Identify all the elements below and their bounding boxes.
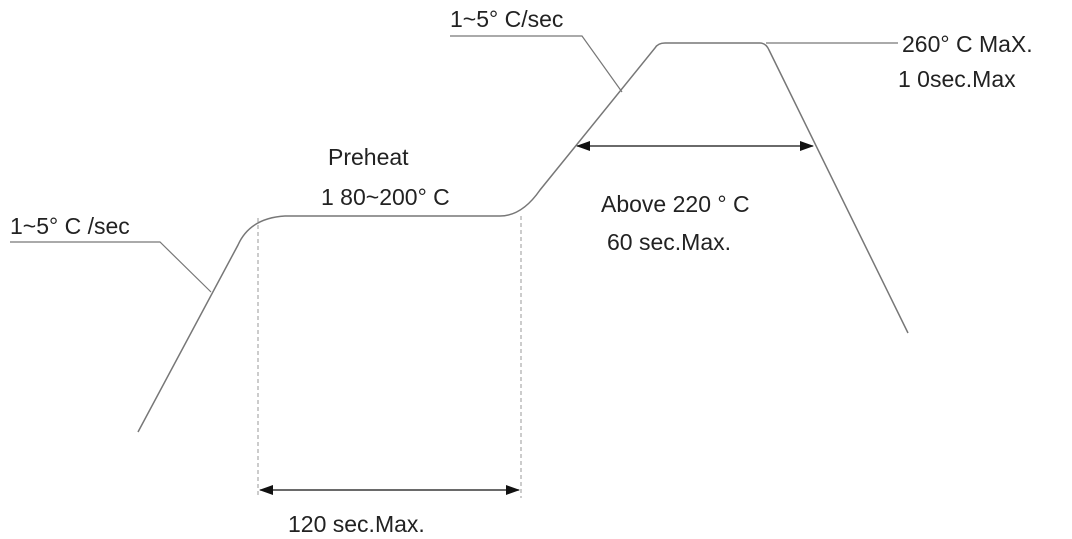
peak-temperature-label: 260° C MaX. [902, 31, 1033, 57]
ramp-up-rate-label: 1~5° C /sec [10, 213, 130, 239]
above-temperature-label: Above 220 ° C [601, 191, 750, 217]
above-temperature-time-label: 60 sec.Max. [607, 229, 731, 255]
ramp-to-peak-leader-line [450, 35, 623, 93]
preheat-title-label: Preheat [328, 144, 409, 170]
temperature-profile-curve [137, 42, 909, 433]
ramp-to-peak-rate-label: 1~5° C/sec [450, 6, 563, 32]
peak-time-label: 1 0sec.Max [898, 66, 1016, 92]
preheat-range-label: 1 80~200° C [321, 184, 450, 210]
preheat-time-label: 120 sec.Max. [288, 511, 425, 537]
ramp-up-leader-line [10, 241, 212, 293]
